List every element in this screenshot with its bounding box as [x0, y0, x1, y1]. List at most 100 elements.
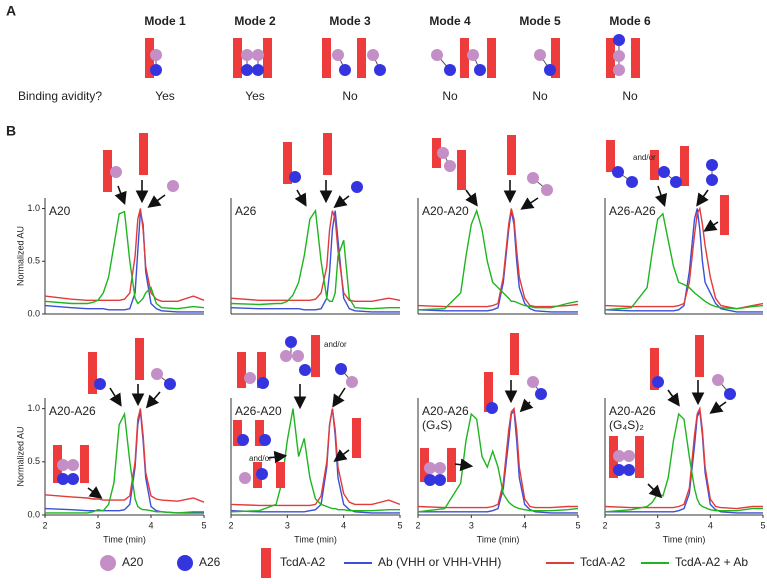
tcda-glyph	[606, 140, 615, 172]
a26-glyph	[626, 176, 638, 188]
x-tick-label: 5	[201, 520, 206, 530]
a26-glyph	[299, 364, 311, 376]
tcda-glyph	[352, 418, 361, 458]
arrow	[454, 458, 474, 472]
trace	[417, 406, 578, 509]
a26-glyph	[486, 402, 498, 414]
arrow	[87, 486, 103, 499]
x-axis-label: Time (min)	[477, 534, 520, 544]
a26-glyph	[351, 181, 363, 193]
arrow	[109, 387, 122, 407]
legend-label: A26	[199, 555, 221, 569]
a20-glyph	[623, 450, 635, 462]
a20-glyph	[434, 462, 446, 474]
trace	[44, 211, 204, 313]
a26-glyph	[374, 64, 386, 76]
mode-title: Mode 5	[519, 14, 561, 28]
a26-glyph	[424, 474, 436, 486]
tcda-glyph	[631, 38, 640, 78]
arrow	[696, 189, 709, 207]
a26-glyph	[67, 473, 79, 485]
tcda-glyph	[257, 352, 266, 388]
legend-glyph	[100, 555, 116, 571]
trace	[417, 210, 578, 313]
a20-glyph	[467, 49, 479, 61]
a26-glyph	[94, 378, 106, 390]
a20-glyph	[367, 49, 379, 61]
tcda-glyph	[507, 135, 516, 175]
x-tick-label: 3	[95, 520, 100, 530]
a20-glyph	[431, 49, 443, 61]
tcda-glyph	[311, 335, 320, 377]
tcda-glyph	[460, 38, 469, 78]
legend-label: Ab (VHH or VHH-VHH)	[378, 555, 501, 569]
trace	[44, 210, 205, 310]
trace	[417, 208, 579, 308]
a26-glyph	[724, 388, 736, 400]
trace	[44, 408, 205, 503]
x-tick-label: 3	[655, 520, 660, 530]
a20-glyph	[244, 372, 256, 384]
legend-glyph	[177, 555, 193, 571]
tcda-glyph	[680, 146, 689, 186]
a26-glyph	[57, 473, 69, 485]
a20-glyph	[613, 450, 625, 462]
arrow	[267, 450, 288, 464]
a20-glyph	[67, 459, 79, 471]
a26-glyph	[285, 336, 297, 348]
tcda-glyph	[88, 352, 97, 394]
x-tick-label: 4	[341, 520, 346, 530]
a26-glyph	[706, 174, 718, 186]
a26-glyph	[150, 64, 162, 76]
a26-glyph	[474, 64, 486, 76]
a26-glyph	[613, 464, 625, 476]
panel-label: B	[6, 123, 16, 139]
trace	[230, 408, 401, 507]
panel-label: A	[6, 3, 16, 19]
trace	[417, 208, 579, 311]
tcda-glyph	[650, 150, 659, 180]
x-tick-label: 2	[602, 520, 607, 530]
y-tick-label: 1.0	[27, 203, 40, 213]
a26-glyph	[237, 434, 249, 446]
panel-title: A20-A26	[422, 404, 469, 418]
arrow	[333, 195, 350, 208]
x-tick-label: 5	[760, 520, 765, 530]
tcda-glyph	[487, 38, 496, 78]
a20-glyph	[613, 64, 625, 76]
x-tick-label: 4	[522, 520, 527, 530]
arrow	[465, 189, 478, 207]
a20-glyph	[424, 462, 436, 474]
x-axis-label: Time (min)	[294, 534, 337, 544]
y-tick-label: 0.0	[27, 509, 40, 519]
a26-glyph	[623, 464, 635, 476]
tcda-glyph	[551, 38, 560, 78]
a26-glyph	[658, 166, 670, 178]
arrow	[703, 219, 719, 232]
panel-subtitle: (G₄S)₂	[609, 418, 644, 432]
y-tick-label: 1.0	[27, 403, 40, 413]
legend-label: TcdA-A2	[580, 555, 626, 569]
a20-glyph	[280, 350, 292, 362]
tcda-glyph	[323, 133, 332, 175]
tcda-glyph	[720, 195, 729, 235]
tcda-glyph	[139, 133, 148, 175]
mode-title: Mode 2	[234, 14, 276, 28]
tcda-glyph	[457, 150, 466, 190]
a20-glyph	[241, 49, 253, 61]
a26-glyph	[612, 166, 624, 178]
a20-glyph	[332, 49, 344, 61]
x-axis-label: Time (min)	[663, 534, 706, 544]
arrow	[114, 185, 127, 205]
trace	[417, 412, 579, 513]
a20-glyph	[110, 166, 122, 178]
x-tick-label: 5	[575, 520, 580, 530]
a20-glyph	[444, 160, 456, 172]
tcda-glyph	[606, 38, 615, 78]
y-tick-label: 0.5	[27, 256, 40, 266]
a26-glyph	[670, 176, 682, 188]
a26-glyph	[444, 64, 456, 76]
avidity-answer: No	[442, 89, 458, 103]
a26-glyph	[252, 64, 264, 76]
tcda-glyph	[447, 448, 456, 482]
